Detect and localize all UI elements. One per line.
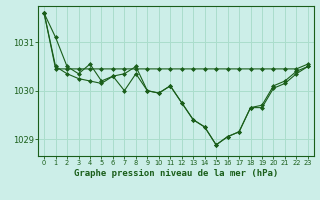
X-axis label: Graphe pression niveau de la mer (hPa): Graphe pression niveau de la mer (hPa): [74, 169, 278, 178]
